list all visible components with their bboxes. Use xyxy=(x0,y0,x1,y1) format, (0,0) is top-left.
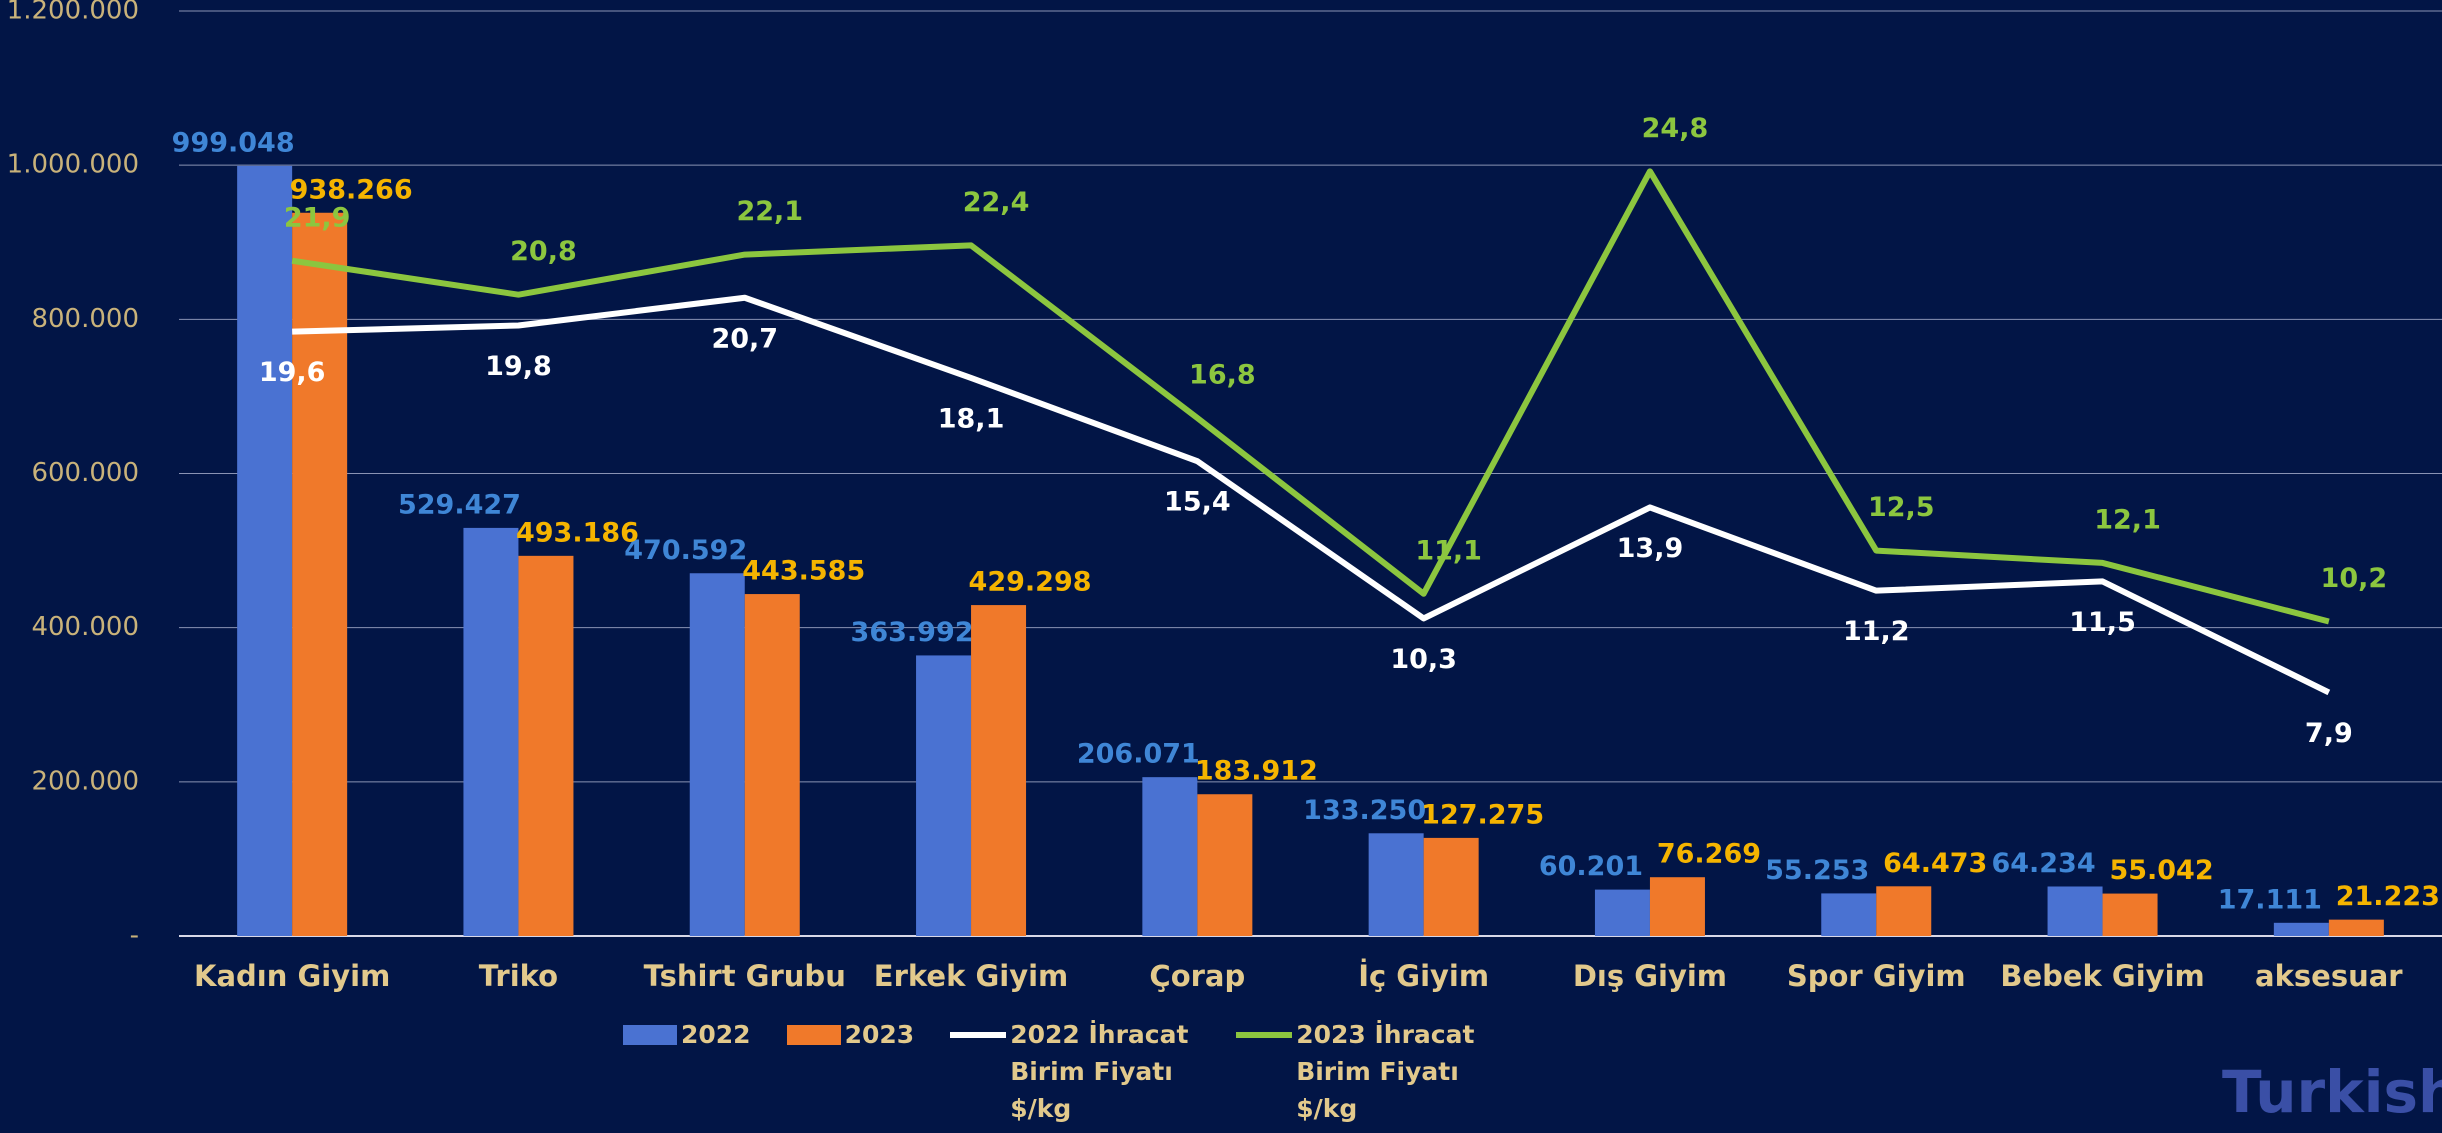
data-label: 13,9 xyxy=(1617,533,1684,564)
legend-label: 2023 İhracat Birim Fiyatı $/kg xyxy=(1296,1020,1475,1123)
data-label: 11,2 xyxy=(1843,616,1910,647)
data-label: 24,8 xyxy=(1642,113,1709,144)
data-label: 363.992 xyxy=(851,617,974,648)
x-tick-label: Triko xyxy=(479,959,558,993)
data-label: 18,1 xyxy=(938,403,1005,434)
legend: 2022 2023 2022 İhracat Birim Fiyatı $/kg 20… xyxy=(623,1016,1522,1127)
bar xyxy=(689,573,745,936)
legend-item: 2023 xyxy=(786,1016,915,1127)
data-label: 10,3 xyxy=(1390,644,1457,675)
bar xyxy=(916,655,972,936)
data-label: 22,1 xyxy=(736,196,803,227)
data-label: 443.585 xyxy=(742,556,865,587)
data-label: 21,9 xyxy=(284,202,351,233)
data-label: 64.473 xyxy=(1883,848,1987,879)
data-label: 493.186 xyxy=(516,517,639,548)
data-label: 999.048 xyxy=(172,127,295,158)
data-label: 429.298 xyxy=(969,567,1092,598)
legend-swatch xyxy=(623,1025,677,1045)
bar xyxy=(1649,877,1705,936)
data-label: 76.269 xyxy=(1657,839,1761,870)
bar xyxy=(1142,777,1198,936)
y-tick-label: 600.000 xyxy=(31,458,139,488)
data-label: 133.250 xyxy=(1303,795,1426,826)
x-tick-label: aksesuar xyxy=(2255,959,2403,993)
data-label: 7,9 xyxy=(2305,718,2353,749)
data-label: 60.201 xyxy=(1539,851,1643,882)
y-tick-label: 200.000 xyxy=(31,766,139,796)
data-label: 10,2 xyxy=(2321,563,2388,594)
data-label: 529.427 xyxy=(398,489,521,520)
bar xyxy=(463,527,519,936)
y-tick-label: 800.000 xyxy=(31,304,139,334)
data-label: 12,1 xyxy=(2094,504,2161,535)
data-label: 19,8 xyxy=(485,351,552,382)
legend-swatch xyxy=(1236,1032,1293,1038)
data-label: 11,1 xyxy=(1415,535,1482,566)
data-label: 470.592 xyxy=(624,535,747,566)
bar xyxy=(744,594,800,936)
data-label: 55.253 xyxy=(1765,855,1869,886)
data-label: 21.223 xyxy=(2336,881,2440,912)
bar xyxy=(1423,837,1479,936)
x-tick-label: Dış Giyim xyxy=(1573,959,1727,993)
legend-swatch xyxy=(950,1032,1007,1038)
line xyxy=(292,294,2331,696)
y-tick-label: 1.000.000 xyxy=(7,150,139,180)
legend-label: 2023 xyxy=(844,1020,915,1049)
data-label: 15,4 xyxy=(1164,487,1231,518)
data-label: 12,5 xyxy=(1868,492,1935,523)
legend-item: 2023 İhracat Birim Fiyatı $/kg xyxy=(1236,1016,1486,1127)
data-label: 20,8 xyxy=(510,236,577,267)
y-tick-label: 400.000 xyxy=(31,612,139,642)
bar xyxy=(292,212,348,936)
data-label: 183.912 xyxy=(1195,756,1318,787)
data-label: 55.042 xyxy=(2109,855,2213,886)
data-label: 127.275 xyxy=(1421,799,1544,830)
data-label: 20,7 xyxy=(711,323,778,354)
data-label: 206.071 xyxy=(1077,739,1200,770)
data-label: 22,4 xyxy=(963,187,1030,218)
bar xyxy=(1821,893,1877,936)
legend-swatch xyxy=(786,1025,841,1045)
x-tick-label: Kadın Giyim xyxy=(194,959,390,993)
bar xyxy=(237,165,293,936)
bar xyxy=(2047,886,2103,936)
x-tick-label: Tshirt Grubu xyxy=(644,959,846,993)
y-tick-label: 1.200.000 xyxy=(7,0,139,26)
bar xyxy=(518,555,574,936)
x-tick-label: İç Giyim xyxy=(1358,959,1489,993)
x-tick-label: Bebek Giyim xyxy=(2000,959,2204,993)
x-tick-label: Erkek Giyim xyxy=(874,959,1068,993)
data-label: 11,5 xyxy=(2069,607,2136,638)
bar xyxy=(1876,886,1932,936)
data-label: 938.266 xyxy=(290,174,413,205)
bar xyxy=(1594,889,1650,936)
legend-item: 2022 İhracat Birim Fiyatı $/kg xyxy=(950,1016,1200,1127)
legend-item: 2022 xyxy=(623,1016,751,1127)
bar xyxy=(2328,919,2384,936)
watermark: Turkish xyxy=(2222,1058,2442,1126)
x-tick-label: Çorap xyxy=(1149,959,1245,993)
bar xyxy=(1197,794,1253,936)
data-label: 16,8 xyxy=(1189,360,1256,391)
bar xyxy=(2102,893,2158,936)
data-label: 64.234 xyxy=(1991,848,2095,879)
x-tick-label: Spor Giyim xyxy=(1787,959,1966,993)
legend-label: 2022 İhracat Birim Fiyatı $/kg xyxy=(1010,1020,1189,1123)
line xyxy=(291,168,2330,625)
y-tick-label: - xyxy=(130,921,139,951)
data-label: 17.111 xyxy=(2218,884,2322,915)
data-label: 19,6 xyxy=(259,357,326,388)
legend-label: 2022 xyxy=(681,1020,751,1049)
bar xyxy=(2273,922,2329,936)
bar xyxy=(1368,833,1424,936)
bar xyxy=(971,605,1027,936)
